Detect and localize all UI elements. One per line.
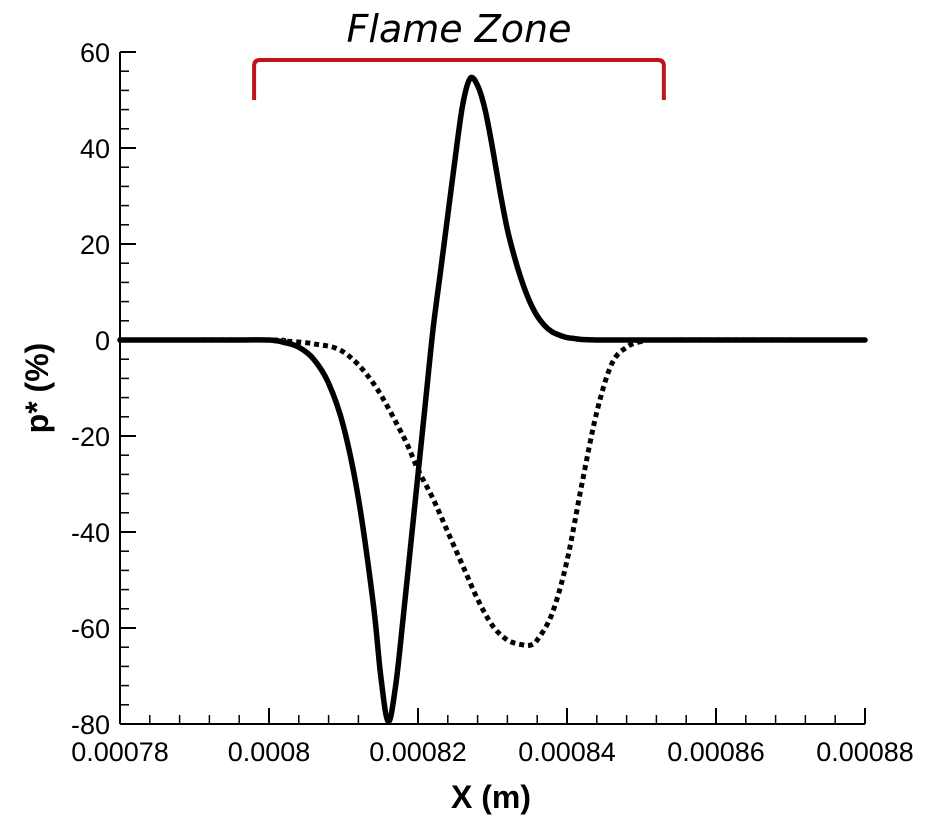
y-tick-label: -60 [71,614,110,644]
x-tick-label: 0.00082 [369,737,467,767]
flame-zone-label: Flame Zone [347,7,572,51]
y-tick-label: -40 [71,518,110,548]
x-tick-label: 0.00086 [667,737,765,767]
y-tick-label: 0 [95,326,110,356]
flame-zone-annotation: Flame Zone [252,7,666,100]
y-tick-label: 20 [80,230,110,260]
x-tick-label: 0.00078 [71,737,169,767]
solid-series-line [117,74,868,725]
x-axis-title: X (m) [451,779,531,815]
tick-labels: 0.00078 0.0008 0.00082 0.00084 0.00086 0.0008… [71,38,914,767]
x-tick-label: 0.00088 [816,737,914,767]
y-axis-title: p* (%) [19,343,55,434]
y-tick-label: -20 [71,422,110,452]
minor-ticks [120,70,836,724]
x-tick-label: 0.00084 [518,737,616,767]
y-tick-label: 60 [80,38,110,68]
flame-zone-bracket [252,58,666,100]
plot-area-frame [119,52,865,725]
dotted-series-line [119,337,866,649]
series-group [117,74,868,725]
x-tick-label: 0.0008 [228,737,311,767]
y-tick-label: -80 [71,710,110,740]
y-tick-label: 40 [80,134,110,164]
